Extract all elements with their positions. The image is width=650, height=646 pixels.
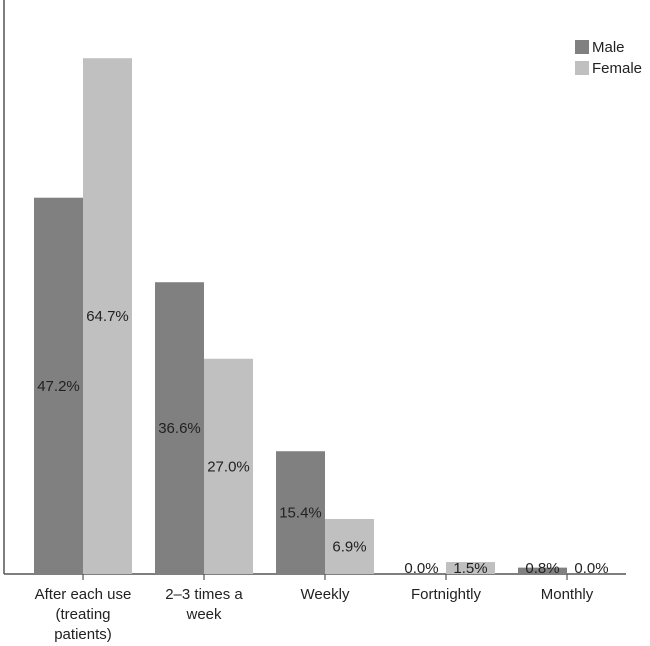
data-label-male-0: 47.2% [37, 378, 80, 395]
data-label-female-1: 27.0% [207, 458, 250, 475]
data-label-male-1: 36.6% [158, 420, 201, 437]
bar-female-0 [83, 58, 132, 575]
data-labels-group: 47.2% 36.6% 15.4% 0.0% 0.8% 64.7% 27.0% 6.9% 1.5… [37, 308, 608, 577]
data-label-male-3: 0.0% [404, 560, 438, 577]
x-tick-label: After each use (treating patients) [35, 586, 132, 643]
data-label-female-0: 64.7% [86, 308, 129, 325]
bar-female-1 [204, 358, 253, 574]
bar-male-2 [276, 451, 325, 574]
data-label-female-4: 0.0% [574, 560, 608, 577]
bar-female-2 [325, 518, 374, 574]
x-ticks-group: After each use (treating patients) 2–3 time… [35, 574, 594, 643]
data-label-male-2: 15.4% [279, 505, 322, 522]
bar-female-3 [446, 562, 495, 574]
legend-label-female: Female [592, 60, 642, 77]
x-tick-label: Monthly [541, 586, 594, 603]
data-label-female-3: 1.5% [453, 560, 487, 577]
legend: Male Female [575, 39, 642, 77]
x-tick-label: Weekly [301, 586, 350, 603]
legend-swatch-female [575, 61, 589, 75]
legend-swatch-male [575, 40, 589, 54]
bar-male-0 [34, 197, 83, 574]
data-label-female-2: 6.9% [332, 538, 366, 555]
legend-label-male: Male [592, 39, 625, 56]
x-tick-label: 2–3 times a week [165, 586, 243, 623]
bar-male-1 [155, 282, 204, 574]
x-tick-label: Fortnightly [411, 586, 482, 603]
bar-male-4 [518, 567, 567, 574]
data-label-male-4: 0.8% [525, 560, 559, 577]
bars-group [34, 58, 567, 575]
